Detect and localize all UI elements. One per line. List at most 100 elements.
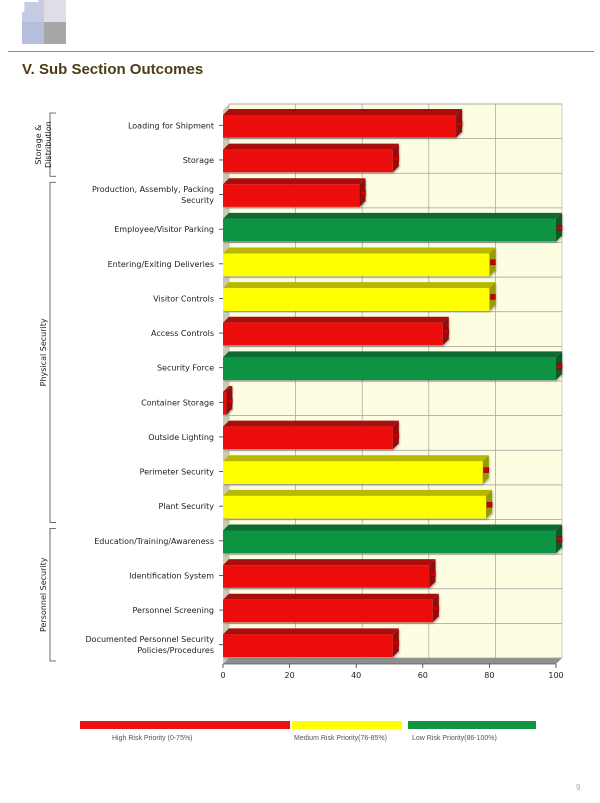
group-label-line: Personnel Security [39, 557, 48, 632]
bar [223, 178, 366, 207]
category-label: Perimeter Security [140, 468, 215, 477]
category-label-line: Access Controls [151, 329, 214, 338]
category-label-line: Documented Personnel Security [86, 635, 215, 644]
bar-top-face [223, 109, 463, 115]
bar-value-marker [393, 640, 400, 646]
bar [223, 420, 400, 450]
bar-top-face [223, 351, 562, 358]
bar-top-face [223, 420, 399, 427]
category-label-line: Education/Training/Awareness [94, 537, 214, 546]
bar-front-face [223, 530, 556, 554]
category-label-line: Loading for Shipment [128, 121, 214, 130]
category-label: Outside Lighting [148, 433, 214, 442]
plot-side-wall [223, 104, 229, 664]
category-label-line: Security Force [157, 364, 214, 373]
category-label-line: Security [181, 196, 214, 205]
x-tick-label: 100 [548, 671, 563, 680]
bar-front-face [223, 599, 433, 623]
category-label-line: Identification System [129, 571, 214, 580]
category-label: Identification System [129, 571, 214, 580]
bar [223, 351, 563, 380]
group-label: Personnel Security [39, 557, 48, 632]
bar [223, 212, 563, 242]
category-label: Storage [183, 156, 214, 165]
logo-tile [22, 22, 44, 44]
bar-front-face [223, 495, 487, 519]
legend-swatch-high [80, 721, 290, 729]
bar-value-marker [393, 432, 400, 439]
group-bracket [49, 528, 56, 662]
legend-label-medium: Medium Risk Priority(76-85%) [294, 735, 387, 742]
bar-top-face [223, 143, 399, 150]
group-bracket [49, 112, 56, 177]
bar-value-marker [556, 224, 563, 231]
bar-value-marker [483, 467, 489, 473]
x-tick-label: 40 [351, 671, 361, 680]
bar [223, 316, 450, 346]
bar-value-marker [556, 536, 563, 543]
group-bracket [49, 181, 56, 523]
header-divider [8, 51, 594, 52]
bar [223, 524, 563, 554]
bar [223, 455, 489, 484]
bar [223, 559, 436, 588]
bar [223, 247, 496, 277]
category-label: Loading for Shipment [128, 121, 214, 130]
logo-tile [22, 0, 44, 22]
bar-front-face [223, 322, 443, 346]
bar-value-marker [430, 571, 436, 577]
category-label-line: Production, Assembly, Packing [92, 185, 214, 194]
category-label-line: Entering/Exiting Deliveries [108, 260, 214, 269]
bar-top-face [223, 489, 493, 496]
bar-top-face [223, 178, 366, 185]
category-label-line: Policies/Procedures [137, 646, 214, 655]
bar-front-face [223, 357, 556, 380]
bar-front-face [223, 115, 457, 138]
bar-value-marker [227, 398, 233, 404]
category-label: Entering/Exiting Deliveries [108, 260, 214, 269]
x-tick-label: 20 [285, 671, 295, 680]
group-label-background [0, 0, 25, 12]
category-label-line: Employee/Visitor Parking [114, 225, 214, 234]
bar-front-face [223, 218, 556, 242]
bar-top-face [223, 247, 496, 254]
group-label-background [0, 0, 39, 2]
bar-value-marker [360, 190, 366, 196]
bar [223, 628, 400, 657]
legend-swatch-low [408, 721, 536, 729]
bar-front-face [223, 426, 393, 450]
x-tick-label: 80 [484, 671, 494, 680]
bar-value-marker [443, 328, 450, 335]
bar-top-face [223, 455, 489, 462]
bar-value-marker [490, 294, 496, 300]
bar-front-face [223, 634, 393, 657]
category-label: Access Controls [151, 329, 214, 338]
bar-top-face [223, 386, 233, 392]
bar-front-face [223, 565, 430, 588]
bar-top-face [223, 212, 562, 219]
legend-label-high: High Risk Priority (0-75%) [112, 735, 193, 742]
bar-top-face [223, 524, 562, 531]
x-tick-label: 0 [220, 671, 225, 680]
bar-value-marker [490, 259, 496, 266]
bar [223, 386, 233, 415]
logo-tile [44, 22, 66, 44]
bar [223, 489, 493, 519]
bar [223, 593, 440, 623]
category-label-line: Personnel Screening [132, 606, 214, 615]
category-label: Documented Personnel Security Policies/Pr… [86, 635, 215, 655]
group-label: Storage &Distribution [34, 121, 53, 168]
bar-value-marker [556, 363, 563, 369]
company-logo [22, 0, 66, 44]
bar-front-face [223, 253, 490, 277]
category-label-line: Visitor Controls [153, 294, 214, 303]
x-tick-label: 60 [418, 671, 428, 680]
bar-front-face [223, 149, 393, 173]
bar [223, 282, 496, 311]
bar-top-face [223, 593, 439, 600]
category-label-line: Outside Lighting [148, 433, 214, 442]
bar-value-marker [433, 605, 440, 612]
group-label: Physical Security [39, 318, 48, 386]
page-number: 9 [576, 783, 581, 792]
